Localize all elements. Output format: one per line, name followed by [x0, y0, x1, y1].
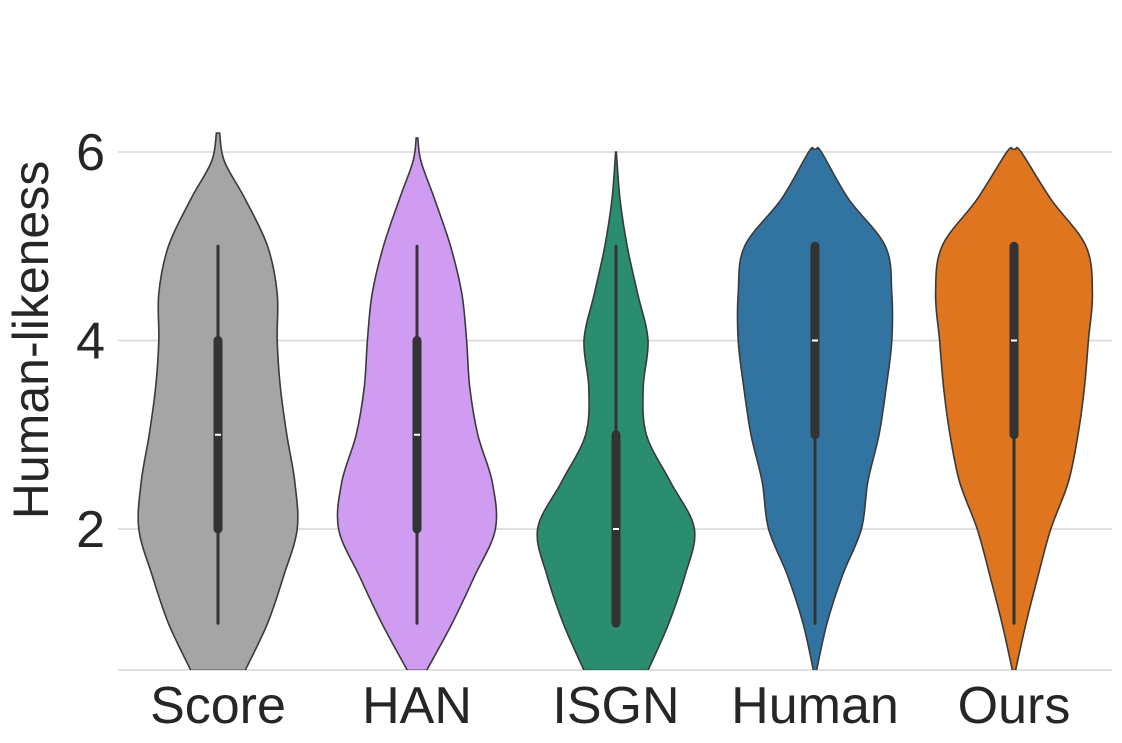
x-tick-label-han: HAN [362, 677, 472, 735]
y-tick-label: 2 [76, 501, 105, 559]
y-axis-label: Human-likeness [3, 161, 59, 519]
violin-human [736, 146, 894, 670]
violin-han [336, 137, 498, 670]
violins [137, 132, 1094, 670]
violin-ours [934, 146, 1094, 670]
x-tick-label-isgn: ISGN [552, 677, 679, 735]
x-tick-label-human: Human [731, 677, 899, 735]
x-tick-label-score: Score [150, 677, 286, 735]
x-tick-labels: Score HAN ISGN Human Ours [150, 677, 1070, 735]
violin-isgn [536, 151, 696, 670]
y-tick-label: 6 [76, 124, 105, 182]
x-tick-label-ours: Ours [958, 677, 1071, 735]
violin-score [137, 132, 299, 670]
y-tick-label: 4 [76, 313, 105, 371]
y-tick-labels: 2 4 6 [76, 124, 105, 559]
